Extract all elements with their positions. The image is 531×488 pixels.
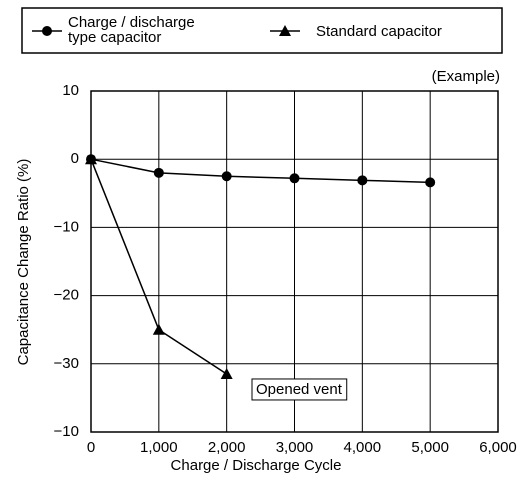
y-tick-label: −30 [54, 355, 79, 372]
marker [279, 25, 291, 36]
annotation-box [251, 378, 348, 401]
legend-label: Standard capacitor [316, 23, 442, 40]
x-tick-label: 0 [87, 439, 95, 456]
marker [357, 175, 368, 186]
x-tick-label: 3,000 [276, 439, 314, 456]
marker [220, 368, 233, 380]
x-tick-label: 6,000 [479, 439, 517, 456]
y-axis-label: Capacitance Change Ratio (%) [15, 159, 32, 366]
marker [425, 177, 436, 188]
y-tick-label: −20 [54, 287, 79, 304]
marker [85, 153, 97, 165]
series-line [90, 158, 431, 184]
x-tick-label: 4,000 [344, 439, 382, 456]
y-tick-label: 10 [62, 82, 79, 99]
marker [42, 26, 52, 36]
y-tick-label: −10 [54, 423, 79, 440]
marker [153, 167, 164, 178]
y-tick-label: −10 [54, 218, 79, 235]
marker [289, 173, 300, 184]
marker [152, 323, 165, 335]
annotation: (Example) [432, 68, 500, 85]
x-tick-label: 5,000 [411, 439, 449, 456]
x-axis-label: Charge / Discharge Cycle [171, 457, 342, 474]
annotation: Opened vent [256, 381, 343, 398]
plot-frame [90, 90, 499, 433]
x-tick-label: 1,000 [140, 439, 178, 456]
legend-box [21, 7, 503, 54]
y-tick-label: 0 [71, 150, 79, 167]
legend-label: Charge / discharge type capacitor [68, 14, 195, 46]
x-tick-label: 2,000 [208, 439, 246, 456]
marker [221, 171, 232, 182]
